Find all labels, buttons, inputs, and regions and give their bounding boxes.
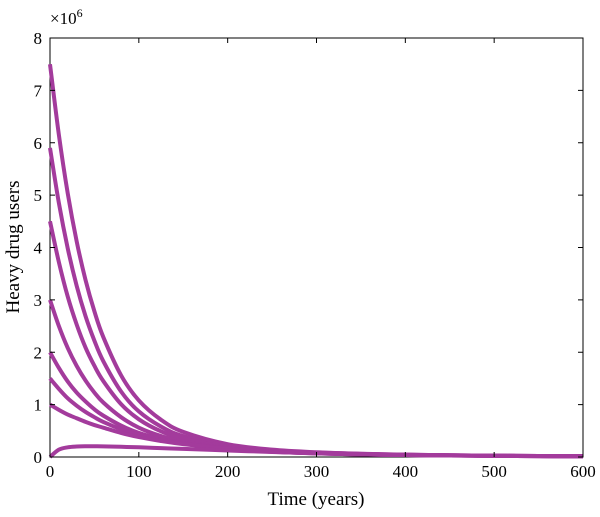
x-tick-label-4: 400 [393, 462, 419, 481]
y-tick-label-7: 7 [34, 81, 43, 100]
y-axis-multiplier-base: ×10 [50, 9, 77, 28]
x-tick-label-2: 200 [215, 462, 241, 481]
y-tick-label-1: 1 [34, 396, 43, 415]
y-axis-multiplier-exponent: 6 [77, 6, 83, 20]
series-layer [48, 63, 584, 459]
y-tick-label-8: 8 [34, 29, 43, 48]
x-tick-label-3: 300 [304, 462, 330, 481]
ticks-layer [49, 37, 584, 458]
x-tick-label-0: 0 [46, 462, 55, 481]
x-tick-label-1: 100 [126, 462, 152, 481]
x-axis-title: Time (years) [268, 489, 365, 510]
tick-labels-layer: 0 100 200 300 400 500 600 0 1 2 3 4 5 6 7 8 [34, 29, 596, 481]
y-tick-label-2: 2 [34, 343, 43, 362]
series-line-1 [48, 63, 584, 459]
y-axis-multiplier: ×106 [50, 6, 83, 28]
plot-area-frame [49, 37, 584, 458]
y-axis-title: Heavy drug users [3, 181, 24, 314]
x-tick-label-5: 500 [481, 462, 507, 481]
y-tick-label-6: 6 [34, 134, 43, 153]
x-tick-label-6: 600 [570, 462, 596, 481]
y-tick-label-5: 5 [34, 186, 43, 205]
y-tick-label-3: 3 [34, 291, 43, 310]
series-line-8 [48, 444, 584, 459]
y-tick-label-0: 0 [34, 448, 43, 467]
y-tick-label-4: 4 [34, 239, 43, 258]
